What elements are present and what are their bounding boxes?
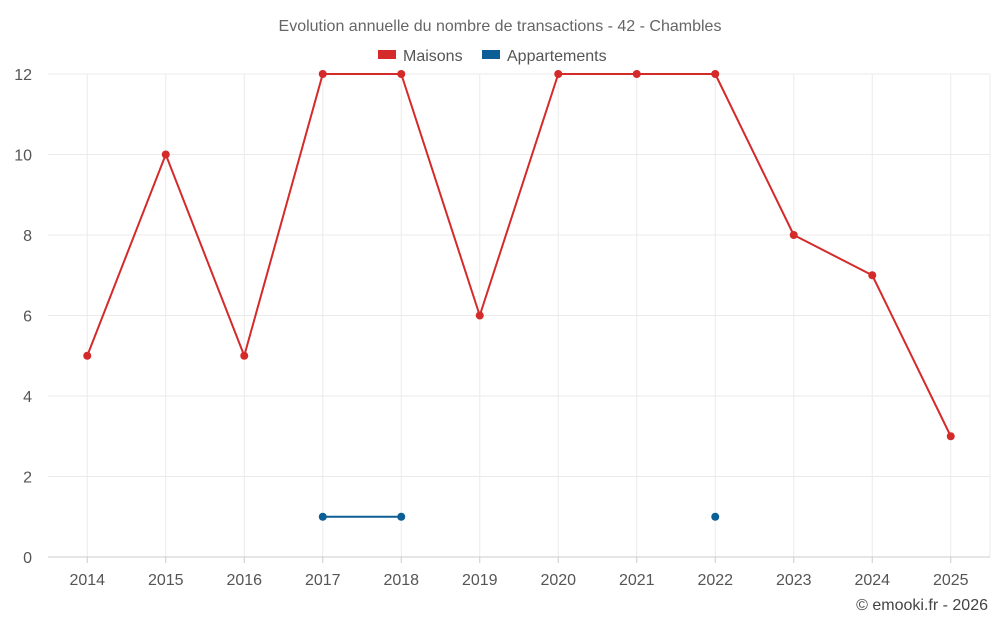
y-tick-label: 4 (23, 389, 32, 406)
y-tick-label: 12 (14, 67, 32, 84)
x-tick-label: 2020 (540, 572, 576, 589)
y-tick-label: 2 (23, 470, 32, 487)
x-tick-label: 2019 (462, 572, 498, 589)
data-point-maisons-2019[interactable] (475, 311, 484, 320)
legend: Maisons Appartements (378, 48, 607, 65)
data-point-maisons-2014[interactable] (83, 351, 92, 360)
data-point-maisons-2020[interactable] (554, 70, 563, 78)
x-tick-label: 2024 (854, 572, 890, 589)
data-point-maisons-2023[interactable] (789, 231, 798, 239)
series-maisons (83, 70, 955, 441)
x-tick-label: 2017 (305, 572, 341, 589)
y-tick-label: 6 (23, 309, 32, 326)
data-point-appartements-2017[interactable] (318, 512, 327, 521)
legend-item-maisons[interactable]: Maisons (378, 48, 463, 65)
series-appartements (318, 512, 720, 521)
chart-title: Evolution annuelle du nombre de transact… (279, 18, 722, 35)
x-tick-label: 2023 (776, 572, 812, 589)
data-point-maisons-2021[interactable] (632, 70, 641, 78)
y-tick-label: 8 (23, 228, 32, 245)
series (83, 70, 955, 521)
credit-label: © emooki.fr - 2026 (856, 597, 988, 614)
x-tick-label: 2014 (69, 572, 105, 589)
data-point-maisons-2018[interactable] (397, 70, 406, 78)
x-tick-label: 2021 (619, 572, 655, 589)
grid (48, 73, 991, 557)
data-point-maisons-2015[interactable] (161, 150, 170, 159)
x-tick-label: 2025 (933, 572, 969, 589)
x-tick-label: 2022 (697, 572, 733, 589)
x-tick-label: 2015 (148, 572, 184, 589)
legend-item-appartements[interactable]: Appartements (482, 48, 607, 65)
legend-label-appartements: Appartements (507, 48, 607, 65)
y-tick-label: 0 (23, 550, 32, 567)
series-line-maisons (86, 73, 952, 437)
data-point-maisons-2022[interactable] (711, 70, 720, 78)
y-tick-label: 10 (14, 148, 32, 165)
legend-swatch-appartements (482, 50, 500, 59)
data-point-appartements-2018[interactable] (397, 512, 406, 521)
legend-swatch-maisons (378, 50, 396, 59)
data-point-maisons-2017[interactable] (318, 70, 327, 78)
data-point-maisons-2025[interactable] (946, 432, 955, 441)
data-point-appartements-2022[interactable] (711, 512, 720, 521)
legend-label-maisons: Maisons (403, 48, 463, 65)
data-point-maisons-2016[interactable] (240, 351, 249, 360)
axes: 0 2 4 6 8 10 12 2014 2015 2016 2017 2018 2019 2020 202… (14, 67, 990, 589)
x-tick-label: 2018 (383, 572, 419, 589)
x-tick-label: 2016 (226, 572, 262, 589)
data-point-maisons-2024[interactable] (868, 271, 877, 280)
